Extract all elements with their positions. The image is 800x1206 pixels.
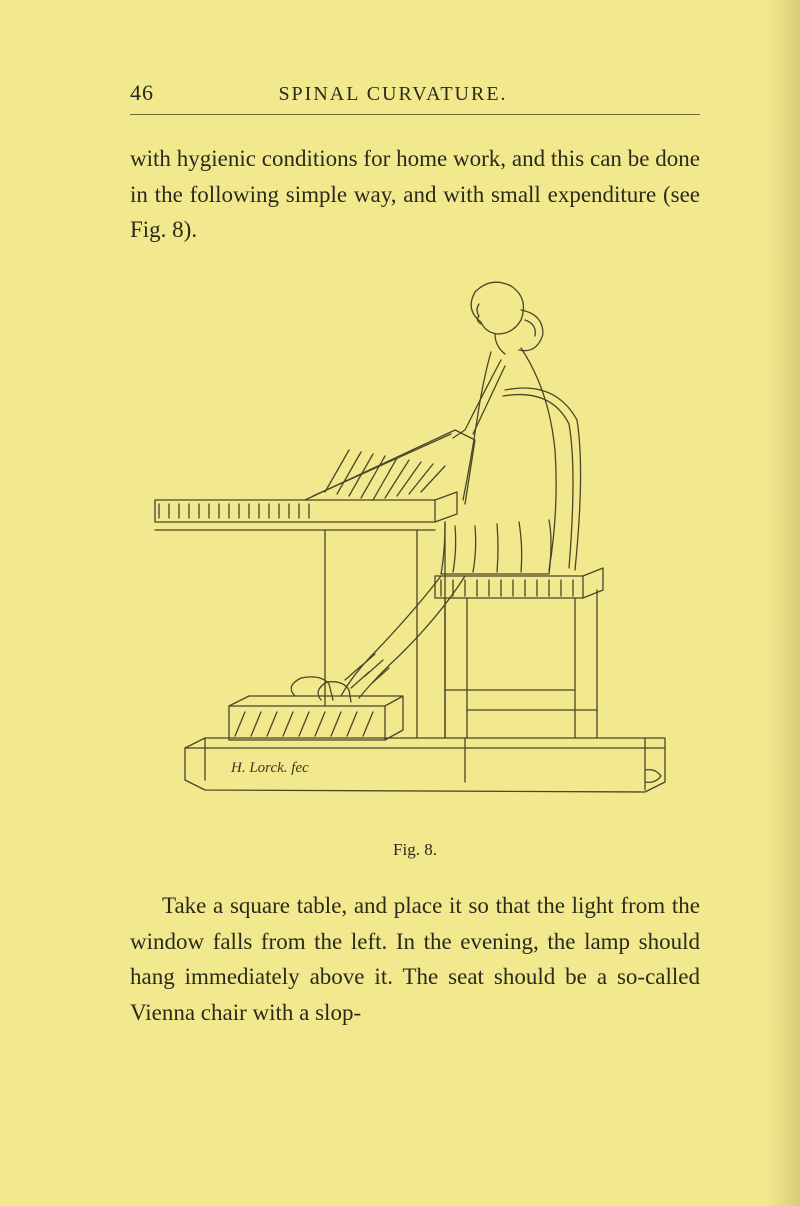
running-title: SPINAL CURVATURE. xyxy=(114,83,672,106)
header-rule xyxy=(130,114,700,115)
figure-8-illustration: H. Lorck. fec xyxy=(145,270,685,830)
figure-8: H. Lorck. fec xyxy=(145,270,685,830)
figure-caption: Fig. 8. xyxy=(130,840,700,860)
top-paragraph: with hygienic conditions for home work, … xyxy=(130,141,700,248)
page: 46 SPINAL CURVATURE. with hygienic condi… xyxy=(0,0,800,1206)
figure-signature: H. Lorck. fec xyxy=(230,760,309,776)
page-edge-shadow xyxy=(766,0,800,1206)
header-row: 46 SPINAL CURVATURE. xyxy=(130,80,700,106)
bottom-paragraph: Take a square table, and place it so tha… xyxy=(130,888,700,1031)
